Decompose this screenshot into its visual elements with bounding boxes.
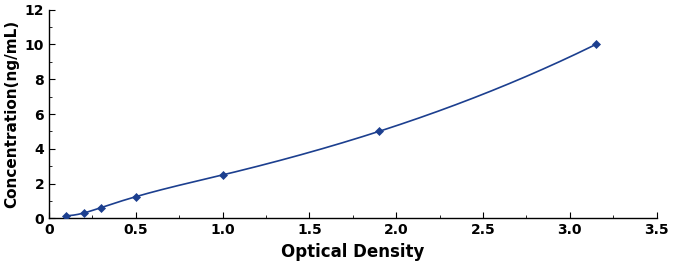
X-axis label: Optical Density: Optical Density [281, 243, 425, 261]
Y-axis label: Concentration(ng/mL): Concentration(ng/mL) [4, 20, 19, 208]
